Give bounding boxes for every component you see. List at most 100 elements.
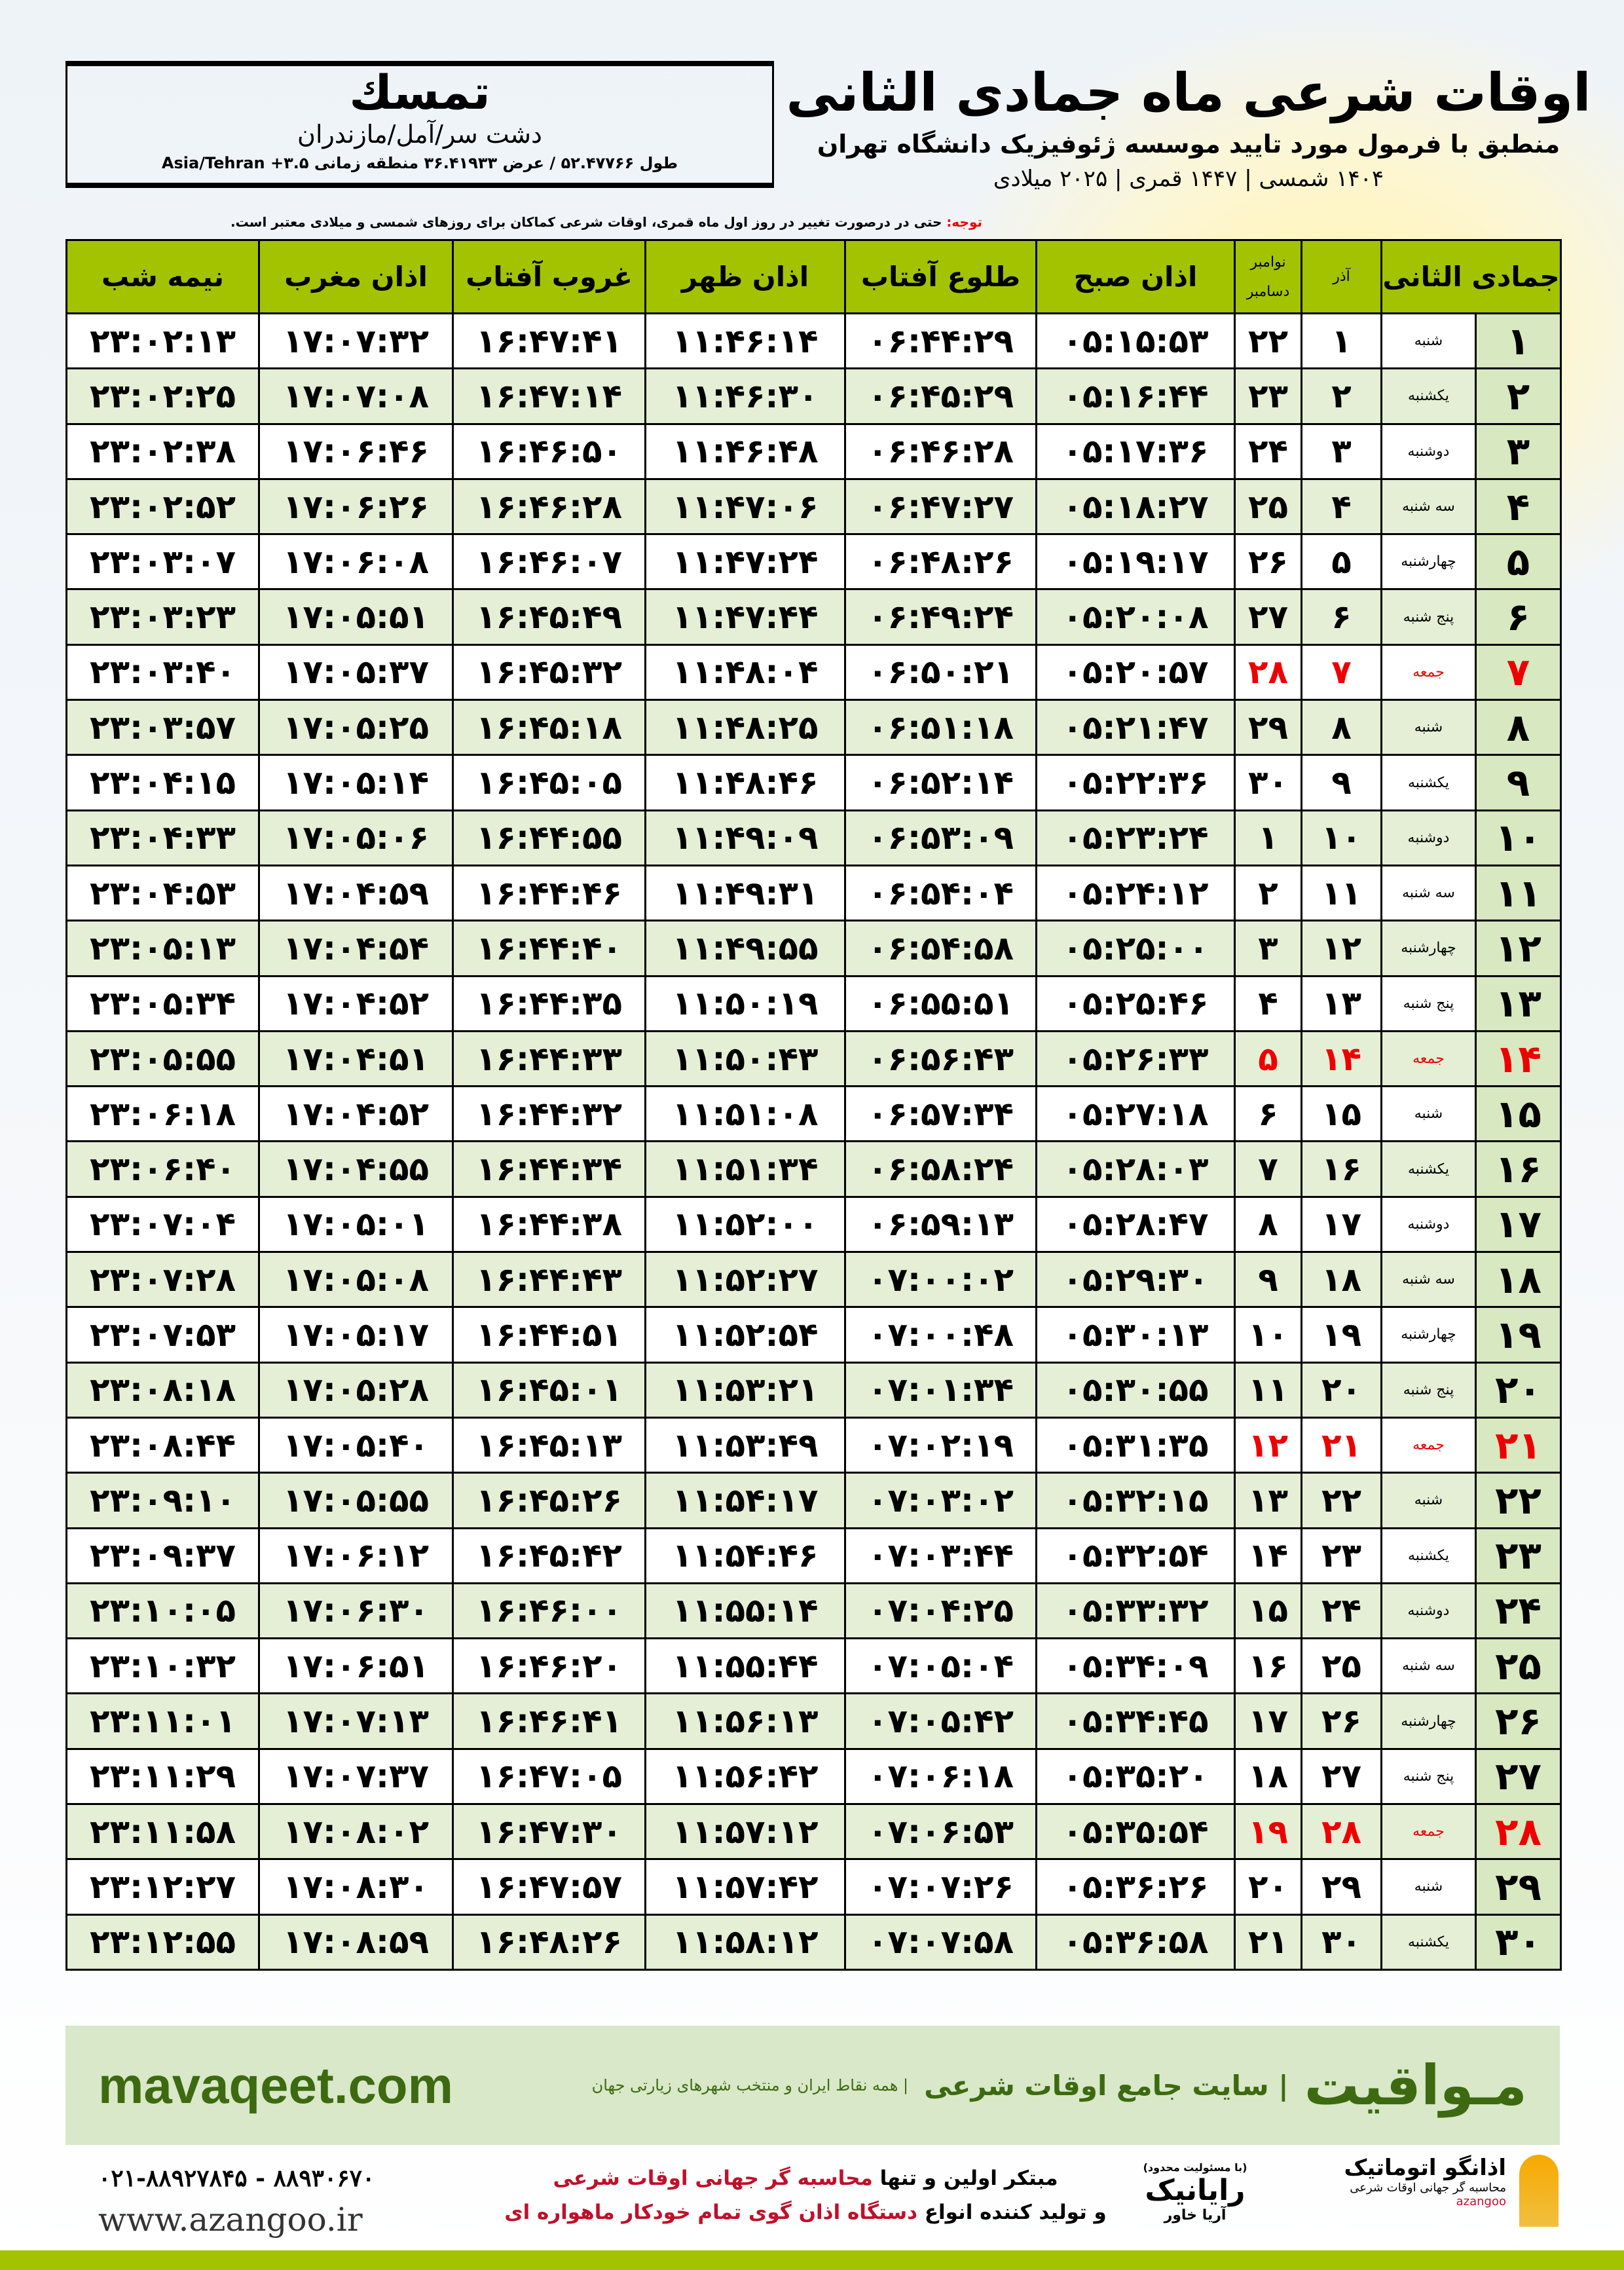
cell-azar-day: ۶ bbox=[1301, 588, 1382, 646]
page-subtitle: منطبق با فرمول مورد تایید موسسه ژئوفیزیک… bbox=[817, 130, 1560, 158]
cell-weekday: دوشنبه bbox=[1380, 1195, 1477, 1254]
cell-gregorian-day: ۱۹ bbox=[1234, 1803, 1302, 1861]
azangoo-link[interactable]: www.azangoo.ir bbox=[98, 2201, 363, 2239]
cell-fajr: ۰۵:۲۳:۲۴ bbox=[1035, 809, 1236, 866]
cell-hijri-day: ۱۳ bbox=[1475, 975, 1562, 1032]
cell-sunrise: ۰۶:۴۷:۲۷ bbox=[844, 477, 1037, 536]
table-row: ۳۰ یکشنبه ۳۰ ۲۱ ۰۵:۳۶:۵۸ ۰۷:۰۷:۵۸ ۱۱:۵۸:۱۲ ۱۶:۴… bbox=[65, 1913, 1562, 1971]
cell-maghrib: ۱۷:۰۷:۰۸ bbox=[258, 367, 454, 425]
table-row: ۱۱ سه شنبه ۱۱ ۲ ۰۵:۲۴:۱۲ ۰۶:۵۴:۰۴ ۱۱:۴۹:۳۱ ۱۶:۴… bbox=[65, 864, 1562, 922]
cell-sunset: ۱۶:۴۴:۳۲ bbox=[452, 1085, 646, 1143]
cell-sunset: ۱۶:۴۵:۱۸ bbox=[452, 699, 646, 756]
cell-fajr: ۰۵:۳۴:۴۵ bbox=[1035, 1692, 1236, 1750]
cell-dhuhr: ۱۱:۵۰:۱۹ bbox=[644, 975, 846, 1032]
cell-weekday: پنج شنبه bbox=[1380, 1361, 1477, 1419]
cell-fajr: ۰۵:۲۵:۰۰ bbox=[1035, 920, 1236, 977]
table-row: ۱۷ دوشنبه ۱۷ ۸ ۰۵:۲۸:۴۷ ۰۶:۵۹:۱۳ ۱۱:۵۲:۰۰ ۱۶:۴۴… bbox=[65, 1195, 1562, 1254]
cell-weekday: جمعه bbox=[1380, 1803, 1477, 1861]
cell-midnight: ۲۳:۱۰:۳۲ bbox=[65, 1637, 260, 1695]
mavaqeet-banner: مـواقیت | سایت جامع اوقات شرعی | همه نقا… bbox=[65, 2026, 1560, 2145]
cell-sunrise: ۰۷:۰۶:۱۸ bbox=[844, 1747, 1037, 1806]
table-row: ۲۹ شنبه ۲۹ ۲۰ ۰۵:۳۶:۲۶ ۰۷:۰۷:۲۶ ۱۱:۵۷:۴۲ ۱۶:۴۷:… bbox=[65, 1858, 1562, 1916]
cell-maghrib: ۱۷:۰۵:۲۵ bbox=[258, 699, 454, 756]
city-name: تمسك bbox=[349, 65, 490, 120]
table-row: ۲۶ چهارشنبه ۲۶ ۱۷ ۰۵:۳۴:۴۵ ۰۷:۰۵:۴۲ ۱۱:۵۶:۱۳ ۱۶… bbox=[65, 1692, 1562, 1750]
cell-sunrise: ۰۶:۵۳:۰۹ bbox=[844, 809, 1037, 866]
cell-midnight: ۲۳:۰۲:۵۲ bbox=[65, 477, 260, 536]
promo-line1-b: محاسبه گر جهانی اوقات شرعی bbox=[553, 2167, 873, 2190]
header-fajr: اذان صبح bbox=[1035, 239, 1236, 314]
cell-midnight: ۲۳:۱۱:۲۹ bbox=[65, 1747, 260, 1806]
cell-midnight: ۲۳:۰۹:۳۷ bbox=[65, 1527, 260, 1584]
cell-midnight: ۲۳:۰۲:۱۳ bbox=[65, 312, 260, 370]
cell-gregorian-day: ۷ bbox=[1234, 1140, 1302, 1198]
cell-midnight: ۲۳:۱۲:۲۷ bbox=[65, 1858, 260, 1916]
cell-sunrise: ۰۷:۰۳:۰۲ bbox=[844, 1472, 1037, 1529]
cell-gregorian-day: ۹ bbox=[1234, 1251, 1302, 1309]
cell-weekday: یکشنبه bbox=[1380, 1527, 1477, 1584]
header-azar: آذر bbox=[1301, 239, 1382, 314]
cell-sunrise: ۰۷:۰۷:۲۶ bbox=[844, 1858, 1037, 1916]
cell-hijri-day: ۱۸ bbox=[1475, 1251, 1562, 1309]
cell-sunset: ۱۶:۴۴:۳۸ bbox=[452, 1195, 646, 1254]
table-row: ۲۷ پنج شنبه ۲۷ ۱۸ ۰۵:۳۵:۲۰ ۰۷:۰۶:۱۸ ۱۱:۵۶:۴۲ ۱۶… bbox=[65, 1747, 1562, 1806]
cell-sunrise: ۰۶:۵۹:۱۳ bbox=[844, 1195, 1037, 1254]
table-row: ۲۸ جمعه ۲۸ ۱۹ ۰۵:۳۵:۵۴ ۰۷:۰۶:۵۳ ۱۱:۵۷:۱۲ ۱۶:۴۷:… bbox=[65, 1803, 1562, 1861]
cell-dhuhr: ۱۱:۵۲:۵۴ bbox=[644, 1306, 846, 1364]
cell-midnight: ۲۳:۰۷:۲۸ bbox=[65, 1251, 260, 1309]
cell-sunrise: ۰۶:۵۴:۰۴ bbox=[844, 864, 1037, 922]
cell-azar-day: ۱۲ bbox=[1301, 920, 1382, 977]
cell-gregorian-day: ۲۶ bbox=[1234, 533, 1302, 591]
cell-hijri-day: ۱۱ bbox=[1475, 864, 1562, 922]
cell-sunset: ۱۶:۴۶:۰۷ bbox=[452, 533, 646, 591]
header-sunset: غروب آفتاب bbox=[452, 239, 646, 314]
cell-sunset: ۱۶:۴۶:۵۰ bbox=[452, 422, 646, 480]
city-info-box: تمسك دشت سر/آمل/مازندران طول ۵۲.۴۷۷۶۶ / … bbox=[65, 61, 774, 188]
cell-dhuhr: ۱۱:۵۷:۴۲ bbox=[644, 1858, 846, 1916]
cell-fajr: ۰۵:۲۸:۴۷ bbox=[1035, 1195, 1236, 1254]
cell-fajr: ۰۵:۳۱:۳۵ bbox=[1035, 1416, 1236, 1474]
cell-hijri-day: ۱۹ bbox=[1475, 1306, 1562, 1364]
cell-weekday: سه شنبه bbox=[1380, 477, 1477, 536]
cell-hijri-day: ۲۲ bbox=[1475, 1472, 1562, 1529]
cell-fajr: ۰۵:۱۵:۵۳ bbox=[1035, 312, 1236, 370]
cell-gregorian-day: ۲۸ bbox=[1234, 643, 1302, 701]
cell-azar-day: ۱۶ bbox=[1301, 1140, 1382, 1198]
cell-dhuhr: ۱۱:۵۰:۴۳ bbox=[644, 1030, 846, 1088]
cell-azar-day: ۲۷ bbox=[1301, 1747, 1382, 1806]
cell-dhuhr: ۱۱:۴۹:۰۹ bbox=[644, 809, 846, 866]
cell-dhuhr: ۱۱:۵۴:۴۶ bbox=[644, 1527, 846, 1584]
cell-sunrise: ۰۶:۵۲:۱۴ bbox=[844, 754, 1037, 811]
page-title: اوقات شرعی ماه جمادی الثانی bbox=[786, 62, 1591, 123]
cell-gregorian-day: ۴ bbox=[1234, 975, 1302, 1032]
cell-gregorian-day: ۲۱ bbox=[1234, 1913, 1302, 1971]
cell-maghrib: ۱۷:۰۵:۰۱ bbox=[258, 1195, 454, 1254]
cell-midnight: ۲۳:۰۳:۴۰ bbox=[65, 643, 260, 701]
cell-midnight: ۲۳:۰۳:۰۷ bbox=[65, 533, 260, 591]
cell-gregorian-day: ۱۶ bbox=[1234, 1637, 1302, 1695]
cell-weekday: یکشنبه bbox=[1380, 1140, 1477, 1198]
header-maghrib: اذان مغرب bbox=[258, 239, 454, 314]
cell-weekday: یکشنبه bbox=[1380, 754, 1477, 811]
cell-azar-day: ۲۹ bbox=[1301, 1858, 1382, 1916]
table-row: ۵ چهارشنبه ۵ ۲۶ ۰۵:۱۹:۱۷ ۰۶:۴۸:۲۶ ۱۱:۴۷:۲۴ ۱۶:۴… bbox=[65, 533, 1562, 591]
header-hijri-day: جمادی الثانی bbox=[1380, 239, 1562, 314]
mavaqeet-link[interactable]: mavaqeet.com bbox=[98, 2056, 453, 2114]
cell-azar-day: ۹ bbox=[1301, 754, 1382, 811]
cell-sunrise: ۰۷:۰۴:۲۵ bbox=[844, 1582, 1037, 1640]
cell-hijri-day: ۱۶ bbox=[1475, 1140, 1562, 1198]
cell-hijri-day: ۲۰ bbox=[1475, 1361, 1562, 1419]
table-row: ۲۰ پنج شنبه ۲۰ ۱۱ ۰۵:۳۰:۵۵ ۰۷:۰۱:۳۴ ۱۱:۵۳:۲۱ ۱۶… bbox=[65, 1361, 1562, 1419]
cell-midnight: ۲۳:۰۴:۱۵ bbox=[65, 754, 260, 811]
cell-dhuhr: ۱۱:۴۷:۴۴ bbox=[644, 588, 846, 646]
rayanik-sub: آریا خاور bbox=[1164, 2207, 1227, 2223]
cell-midnight: ۲۳:۰۸:۱۸ bbox=[65, 1361, 260, 1419]
cell-maghrib: ۱۷:۰۵:۱۷ bbox=[258, 1306, 454, 1364]
cell-azar-day: ۱۰ bbox=[1301, 809, 1382, 866]
cell-dhuhr: ۱۱:۴۹:۵۵ bbox=[644, 920, 846, 977]
cell-hijri-day: ۹ bbox=[1475, 754, 1562, 811]
cell-sunset: ۱۶:۴۴:۵۱ bbox=[452, 1306, 646, 1364]
cell-fajr: ۰۵:۲۷:۱۸ bbox=[1035, 1085, 1236, 1143]
cell-fajr: ۰۵:۳۶:۵۸ bbox=[1035, 1913, 1236, 1971]
cell-midnight: ۲۳:۰۶:۱۸ bbox=[65, 1085, 260, 1143]
